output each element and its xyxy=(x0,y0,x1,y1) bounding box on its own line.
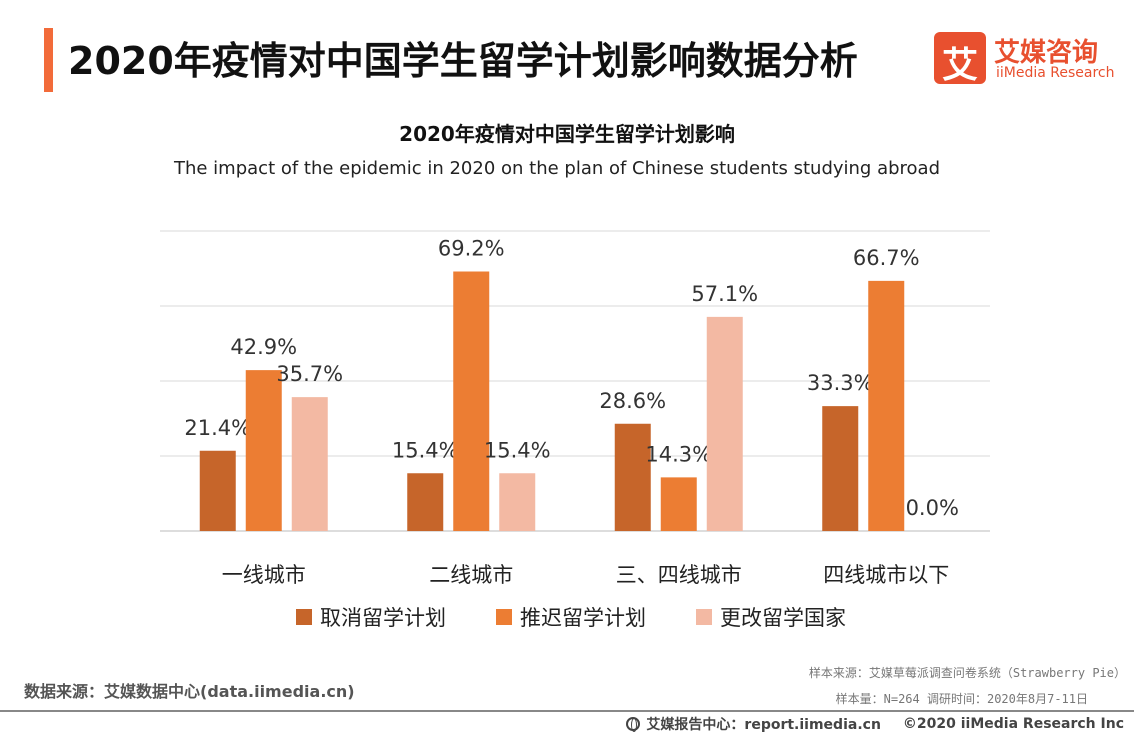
bar xyxy=(706,316,743,531)
data-label: 21.4% xyxy=(184,416,251,440)
chart-subtitle: The impact of the epidemic in 2020 on th… xyxy=(173,158,941,179)
globe-icon xyxy=(626,717,641,732)
bar xyxy=(614,423,651,531)
copyright: ©2020 iiMedia Research Inc xyxy=(902,716,1124,732)
data-label: 14.3% xyxy=(645,442,712,466)
data-label: 57.1% xyxy=(691,282,758,306)
footer-divider xyxy=(0,710,1134,712)
logo-mark-text: 艾 xyxy=(941,45,978,86)
data-label: 33.3% xyxy=(807,371,874,395)
legend-swatch xyxy=(296,609,312,625)
legend-swatch xyxy=(496,609,512,625)
data-label: 66.7% xyxy=(853,246,920,270)
bar xyxy=(199,450,236,531)
bar xyxy=(245,370,282,531)
x-tick-label: 四线城市以下 xyxy=(823,563,949,587)
data-label: 28.6% xyxy=(599,389,666,413)
logo-mark-icon: 艾 xyxy=(934,32,986,86)
x-tick-label: 二线城市 xyxy=(429,563,513,587)
page-title: 2020年疫情对中国学生留学计划影响数据分析 xyxy=(68,39,858,83)
bar xyxy=(291,397,328,531)
report-center-link[interactable]: 艾媒报告中心：report.iimedia.cn xyxy=(646,717,881,733)
bar xyxy=(453,271,490,531)
logo-english-name: iiMedia Research xyxy=(996,65,1115,81)
chart-title: 2020年疫情对中国学生留学计划影响 xyxy=(399,122,735,146)
data-label: 15.4% xyxy=(392,438,459,462)
bar xyxy=(499,473,536,531)
data-label: 35.7% xyxy=(276,362,343,386)
data-label: 15.4% xyxy=(484,438,551,462)
data-source: 数据来源：艾媒数据中心(data.iimedia.cn) xyxy=(24,682,355,701)
sample-info: 样本量：N=264 调研时间：2020年8月7-11日 xyxy=(835,692,1088,706)
data-label: 69.2% xyxy=(438,237,505,261)
bar xyxy=(868,280,905,531)
x-tick-label: 一线城市 xyxy=(222,563,306,587)
bar xyxy=(660,477,697,531)
legend-label: 更改留学国家 xyxy=(720,606,846,630)
iimedia-logo: 艾 艾媒咨询 iiMedia Research xyxy=(934,32,1124,88)
footer-credits: 艾媒报告中心：report.iimedia.cn ©2020 iiMedia R… xyxy=(626,714,1124,734)
legend-swatch xyxy=(696,609,712,625)
sample-source: 样本来源：艾媒草莓派调查问卷系统（Strawberry Pie） xyxy=(808,666,1126,680)
bar xyxy=(822,406,859,531)
logo-chinese-name: 艾媒咨询 xyxy=(994,38,1099,68)
data-label: 0.0% xyxy=(906,496,959,520)
legend-label: 取消留学计划 xyxy=(320,606,446,630)
bar xyxy=(407,473,444,531)
title-accent-bar xyxy=(44,28,53,92)
legend-label: 推迟留学计划 xyxy=(520,606,646,630)
x-tick-label: 三、四线城市 xyxy=(616,563,742,587)
data-label: 42.9% xyxy=(230,335,297,359)
